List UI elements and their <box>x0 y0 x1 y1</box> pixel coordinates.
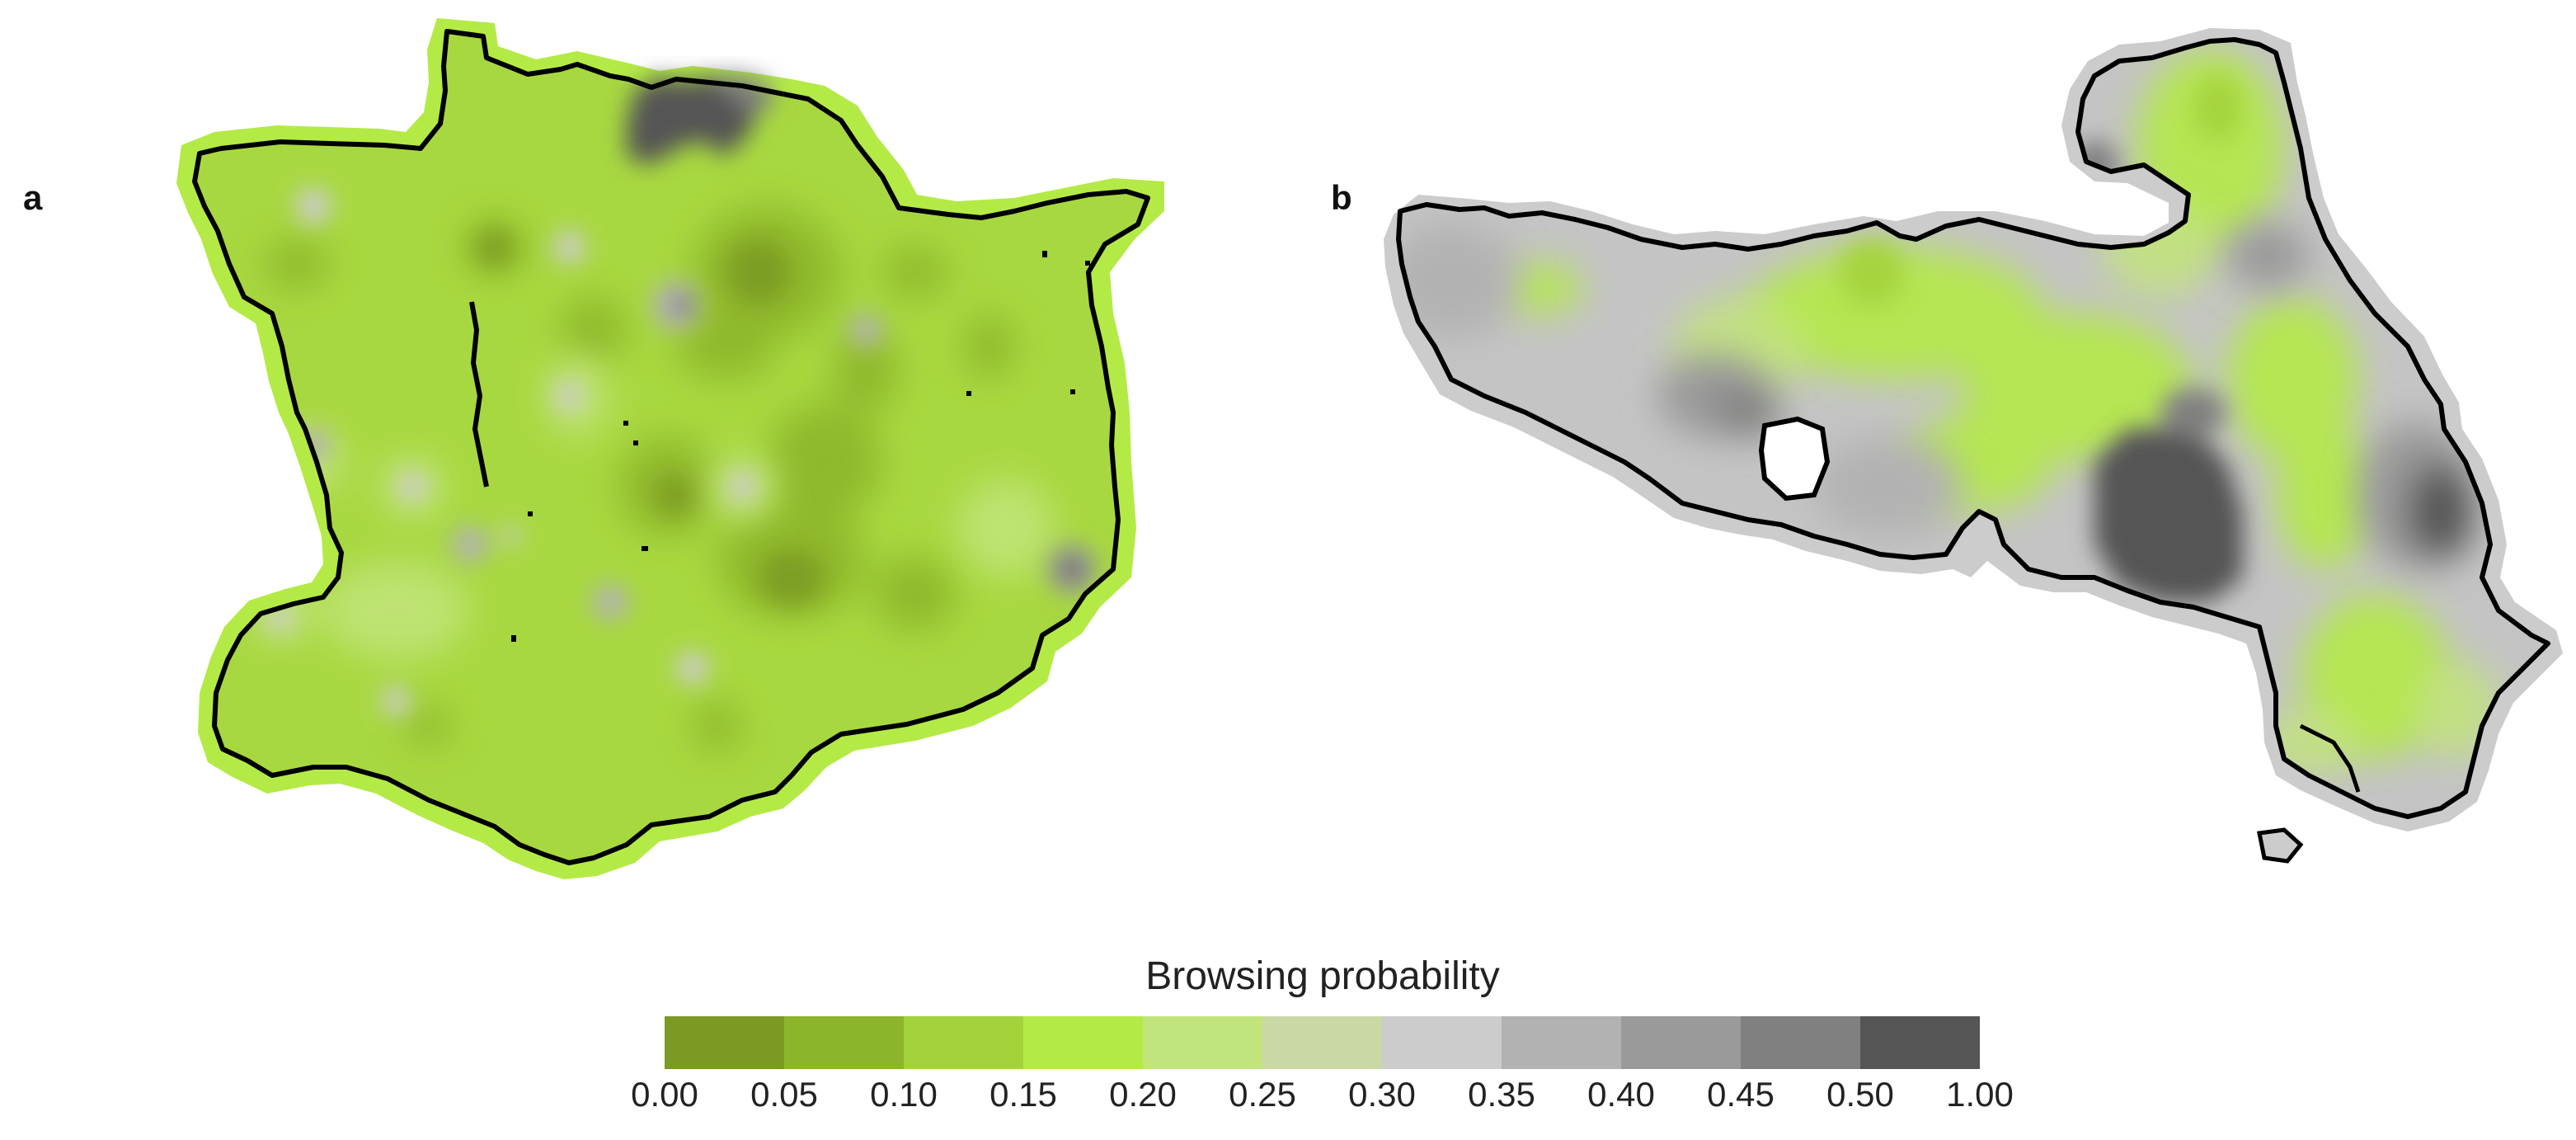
legend-tick-label: 0.50 <box>1826 1075 1894 1114</box>
legend-tick-label: 0.35 <box>1468 1075 1535 1114</box>
map-a-boundary <box>192 29 1150 865</box>
legend-swatch <box>1382 1016 1502 1069</box>
map-a-inner-line <box>469 301 489 488</box>
legend-tick-label: 0.40 <box>1587 1075 1655 1114</box>
legend-swatch <box>1860 1016 1980 1069</box>
map-figure <box>176 18 2563 879</box>
map-b-island <box>2257 827 2304 864</box>
legend-tick-label: 0.25 <box>1229 1075 1296 1114</box>
map-b <box>1384 28 2563 864</box>
legend-tick-label: 0.30 <box>1348 1075 1416 1114</box>
legend-swatch <box>1023 1016 1143 1069</box>
legend-tick-label: 0.20 <box>1109 1075 1177 1114</box>
map-a <box>176 18 1164 879</box>
legend-tick-label: 0.15 <box>990 1075 1057 1114</box>
legend-swatch <box>665 1016 784 1069</box>
map-a-small-features <box>511 251 1090 642</box>
legend-tick-label: 0.05 <box>750 1075 818 1114</box>
panel-label-b: b <box>1331 178 1352 217</box>
legend-swatch <box>1741 1016 1860 1069</box>
legend-swatch <box>1502 1016 1621 1069</box>
legend-tick-label: 0.10 <box>870 1075 938 1114</box>
legend-swatch <box>1262 1016 1382 1069</box>
legend-title: Browsing probability <box>1145 954 1500 998</box>
legend-color-bar <box>665 1016 1980 1069</box>
map-b-enclave <box>1758 416 1831 502</box>
legend-tick-label: 1.00 <box>1946 1075 2014 1114</box>
legend-swatch <box>1143 1016 1262 1069</box>
map-b-peninsula-line <box>2299 723 2361 793</box>
legend-swatch <box>904 1016 1023 1069</box>
legend-tick-label: 0.00 <box>631 1075 698 1114</box>
panel-label-a: a <box>23 178 43 217</box>
legend-tick-label: 0.45 <box>1707 1075 1775 1114</box>
legend-swatch <box>784 1016 904 1069</box>
map-b-boundary <box>1396 37 2550 819</box>
legend-swatch <box>1621 1016 1741 1069</box>
